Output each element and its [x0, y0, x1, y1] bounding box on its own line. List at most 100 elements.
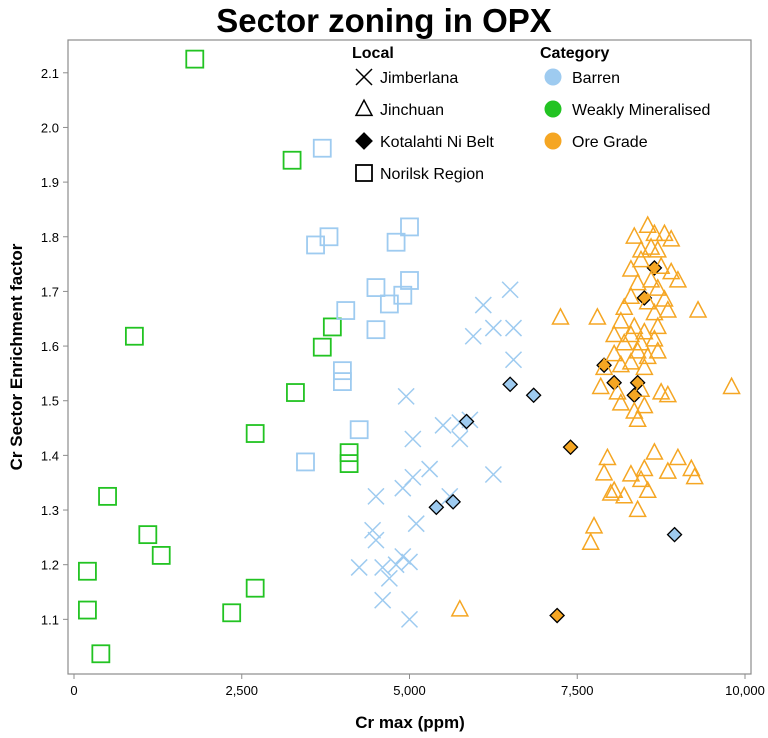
point-jimberlana-barren	[394, 547, 412, 566]
point-jinchuan-ore-grade	[608, 382, 627, 400]
point-jinchuan-ore-grade	[450, 599, 470, 617]
point-jimberlana-barren	[474, 296, 492, 314]
legend-local-item: Kotalahti Ni Belt	[380, 134, 494, 151]
point-norilsk-region-weakly-mineralised	[185, 49, 205, 69]
data-points	[78, 49, 741, 664]
point-jinchuan-ore-grade	[661, 261, 681, 280]
x-axis-label: Cr max (ppm)	[355, 713, 465, 732]
legend-category-item: Ore Grade	[572, 134, 648, 151]
point-jinchuan-ore-grade	[621, 259, 641, 277]
point-jimberlana-barren	[394, 479, 412, 497]
point-jimberlana-barren	[504, 319, 523, 337]
legend-category-title: Category	[540, 45, 609, 62]
point-jinchuan-ore-grade	[661, 229, 681, 247]
point-jimberlana-barren	[501, 281, 519, 299]
point-norilsk-region-weakly-mineralised	[91, 644, 111, 664]
point-jimberlana-barren	[397, 387, 415, 405]
point-jinchuan-ore-grade	[631, 469, 651, 488]
point-jinchuan-ore-grade	[638, 480, 657, 499]
point-jinchuan-ore-grade	[588, 307, 607, 325]
point-jinchuan-ore-grade	[645, 302, 664, 321]
x-tick-label: 5,000	[393, 683, 426, 698]
y-tick-label: 2.1	[41, 66, 59, 81]
point-norilsk-region-weakly-mineralised	[322, 317, 342, 337]
legend-color-dot-icon	[544, 132, 562, 150]
point-jinchuan-ore-grade	[621, 352, 641, 370]
point-jinchuan-ore-grade	[631, 249, 651, 268]
point-jimberlana-barren	[434, 416, 452, 434]
point-jinchuan-ore-grade	[551, 307, 570, 325]
point-jinchuan-ore-grade	[658, 300, 678, 318]
point-jimberlana-barren	[350, 558, 368, 576]
point-jimberlana-barren	[404, 430, 422, 448]
point-norilsk-region-weakly-mineralised	[339, 454, 359, 473]
x-tick-label: 2,500	[225, 683, 258, 698]
point-jinchuan-ore-grade	[604, 324, 624, 343]
y-tick-label: 1.1	[41, 612, 59, 627]
point-norilsk-region-barren	[393, 285, 413, 305]
legend-marker-triangle-icon	[354, 98, 374, 117]
point-jinchuan-ore-grade	[668, 270, 688, 288]
point-jinchuan-ore-grade	[635, 321, 654, 340]
point-jimberlana-barren	[374, 558, 392, 576]
chart-title: Sector zoning in OPX	[216, 2, 552, 39]
point-jinchuan-ore-grade	[591, 376, 610, 395]
point-jimberlana-barren	[504, 351, 523, 369]
point-jinchuan-ore-grade	[594, 463, 614, 481]
point-jinchuan-ore-grade	[641, 270, 661, 288]
legend-color-dot-icon	[544, 68, 562, 86]
point-kotalahti-ni-belt-barren	[445, 493, 462, 510]
point-jinchuan-ore-grade	[631, 379, 651, 397]
x-tick-label: 0	[70, 683, 77, 698]
y-tick-label: 2.0	[41, 120, 59, 135]
point-norilsk-region-weakly-mineralised	[286, 383, 305, 402]
point-norilsk-region-barren	[400, 271, 419, 290]
point-kotalahti-ni-belt-ore-grade	[549, 607, 566, 624]
y-tick-label: 1.6	[41, 339, 59, 354]
point-jinchuan-ore-grade	[655, 289, 674, 307]
point-norilsk-region-barren	[386, 232, 406, 252]
point-norilsk-region-barren	[296, 452, 315, 472]
legend: Local Jimberlana Jinchuan Kotalahti Ni Belt…	[352, 45, 710, 183]
point-jinchuan-ore-grade	[601, 483, 621, 501]
point-norilsk-region-weakly-mineralised	[78, 600, 97, 620]
y-tick-label: 1.9	[41, 175, 59, 190]
point-jinchuan-ore-grade	[621, 286, 641, 305]
point-jimberlana-barren	[364, 521, 382, 539]
point-jinchuan-ore-grade	[638, 215, 657, 233]
point-jimberlana-barren	[387, 556, 405, 574]
point-norilsk-region-barren	[366, 320, 386, 340]
point-norilsk-region-barren	[319, 227, 339, 247]
point-jinchuan-ore-grade	[611, 393, 631, 411]
x-tick-label: 7,500	[561, 683, 594, 698]
point-jinchuan-ore-grade	[688, 300, 708, 318]
point-jinchuan-ore-grade	[621, 464, 641, 482]
point-jinchuan-ore-grade	[638, 291, 657, 310]
point-jinchuan-ore-grade	[635, 395, 654, 414]
point-jinchuan-ore-grade	[614, 332, 634, 351]
y-tick-label: 1.3	[41, 503, 59, 518]
legend-local-item: Norilsk Region	[380, 166, 484, 183]
point-jinchuan-ore-grade	[628, 272, 647, 291]
point-jinchuan-ore-grade	[611, 311, 631, 329]
point-jimberlana-barren	[374, 591, 392, 609]
point-norilsk-region-weakly-mineralised	[151, 545, 171, 565]
point-kotalahti-ni-belt-barren	[428, 499, 445, 516]
point-kotalahti-ni-belt-barren	[666, 526, 683, 543]
y-tick-label: 1.8	[41, 230, 59, 245]
point-jimberlana-barren	[407, 515, 425, 533]
point-jimberlana-barren	[484, 319, 502, 337]
point-jinchuan-ore-grade	[645, 223, 664, 242]
y-tick-label: 1.4	[41, 448, 59, 463]
point-jimberlana-barren	[464, 327, 482, 345]
point-kotalahti-ni-belt-barren	[502, 376, 519, 393]
legend-local-title: Local	[352, 45, 394, 62]
point-norilsk-region-weakly-mineralised	[98, 486, 117, 506]
point-jinchuan-ore-grade	[594, 357, 614, 376]
legend-local-item: Jinchuan	[380, 102, 444, 119]
point-norilsk-region-barren	[332, 361, 352, 381]
point-norilsk-region-weakly-mineralised	[222, 603, 242, 623]
axis-ticks: 0 2,500 5,000 7,500 10,000 1.1 1.2 1.3 1.4 1.5 1.6…	[41, 66, 765, 698]
point-jinchuan-ore-grade	[648, 341, 668, 359]
point-jinchuan-ore-grade	[584, 516, 604, 534]
